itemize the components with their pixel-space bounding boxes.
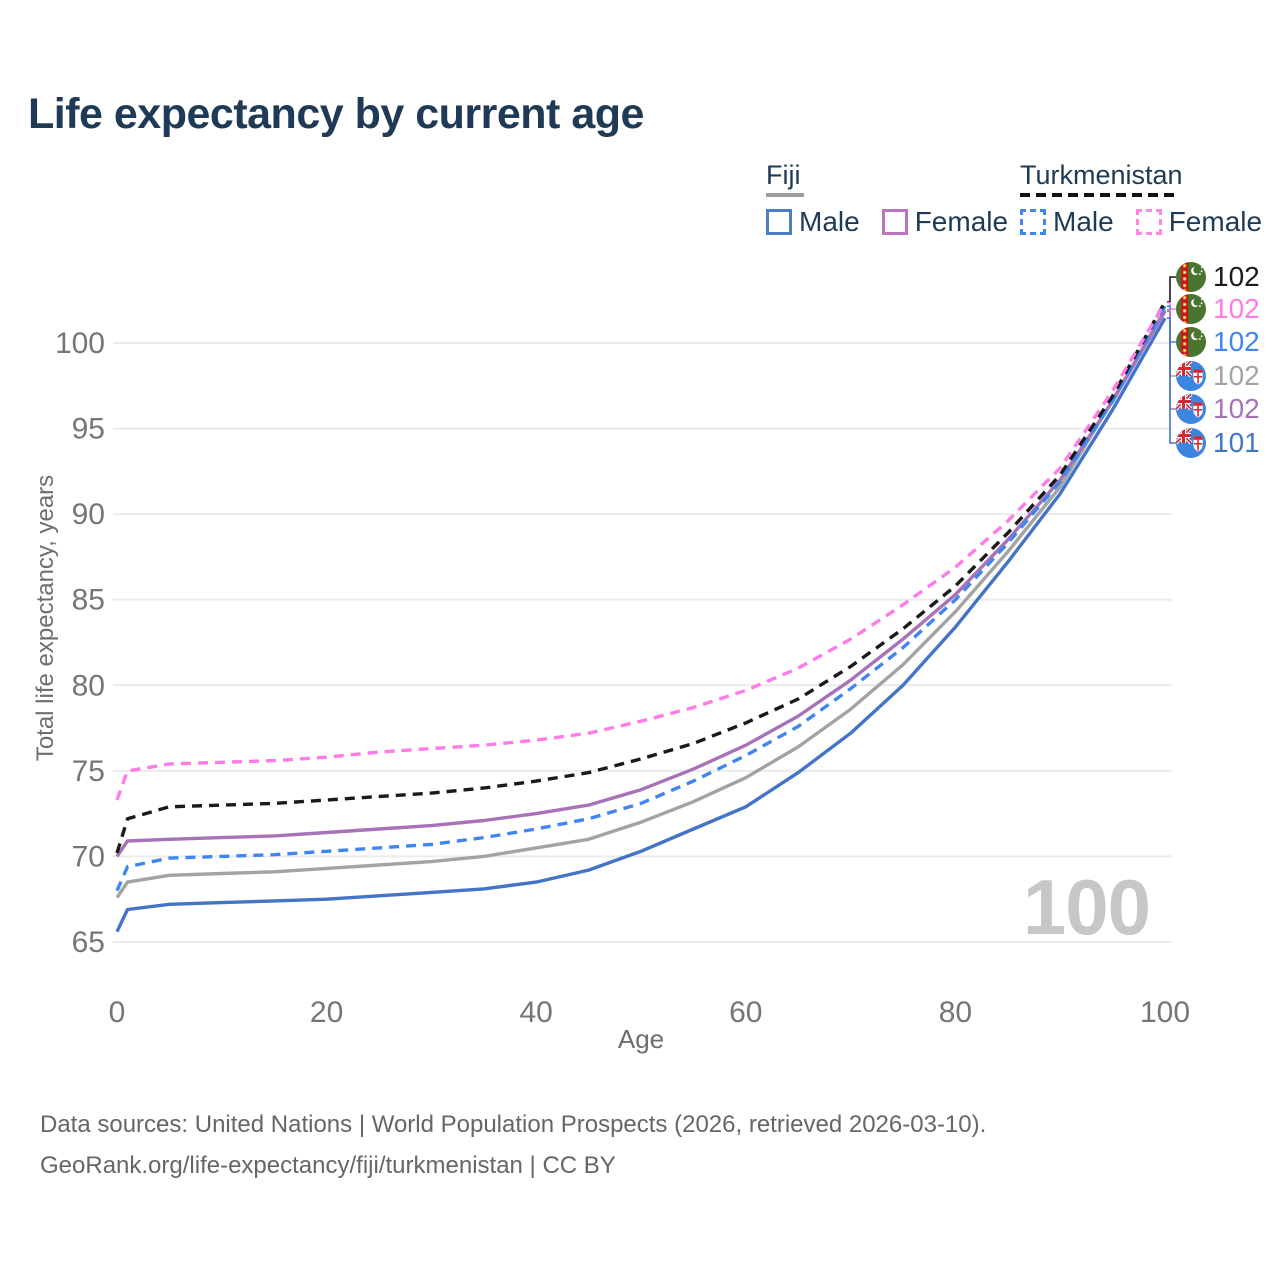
footer-data-sources: Data sources: United Nations | World Pop…: [40, 1111, 987, 1138]
legend-label-turkmenistan-female: Female: [1168, 206, 1263, 237]
end-label-connector-fiji-female: [1167, 310, 1176, 410]
x-tick-label-40: 40: [520, 996, 553, 1029]
x-axis-title: Age: [617, 1024, 665, 1054]
turkmenistan-flag-icon: [1176, 262, 1206, 292]
end-label-value-turkmenistan-total: 102: [1213, 261, 1260, 292]
x-tick-label-0: 0: [109, 996, 126, 1029]
end-label-fiji-male: 101: [1176, 428, 1260, 458]
y-tick-label-95: 95: [72, 413, 105, 446]
legend-swatch-turkmenistan-female: [1135, 209, 1162, 235]
legend-item-turkmenistan-male[interactable]: Male: [1020, 206, 1114, 238]
legend-label-fiji-male: Male: [799, 206, 860, 237]
y-tick-label-65: 65: [72, 926, 105, 959]
fiji-flag-icon: [1176, 428, 1206, 458]
legend-turkmenistan-items: Male Female: [1020, 206, 1262, 238]
legend-fiji-items: Male Female: [766, 206, 1008, 238]
end-label-turkmenistan-total: 102: [1176, 262, 1260, 292]
end-label-connector-fiji-male: [1167, 317, 1176, 444]
legend-label-fiji-female: Female: [914, 206, 1009, 237]
legend-group-turkmenistan: Turkmenistan Male Female: [1020, 161, 1262, 238]
end-label-value-turkmenistan-male: 102: [1213, 326, 1260, 357]
end-label-turkmenistan-female: 102: [1176, 294, 1260, 324]
page-title: Life expectancy by current age: [28, 90, 644, 138]
legend-swatch-fiji-male: [766, 209, 792, 235]
x-tick-label-100: 100: [1140, 996, 1190, 1029]
legend-item-fiji-male[interactable]: Male: [766, 206, 860, 238]
y-axis-title: Total life expectancy, years: [32, 474, 59, 762]
end-label-fiji-total: 102: [1176, 361, 1260, 391]
x-tick-label-80: 80: [939, 996, 972, 1029]
y-tick-label-85: 85: [72, 584, 105, 617]
end-label-turkmenistan-male: 102: [1176, 327, 1260, 357]
legend-group-fiji: Fiji Male Female: [766, 161, 1008, 238]
legend-fiji-line-sample: [766, 193, 804, 197]
turkmenistan-flag-icon: [1176, 327, 1206, 357]
end-label-value-fiji-female: 102: [1213, 393, 1260, 424]
series-line-turkmenistan-female[interactable]: [115, 301, 1167, 801]
legend-group-fiji-title: Fiji: [766, 160, 801, 190]
end-label-connector-turkmenistan-total: [1167, 276, 1176, 303]
fiji-flag-icon: [1176, 394, 1206, 424]
footer: Data sources: United Nations | World Pop…: [40, 1104, 986, 1186]
end-label-value-turkmenistan-female: 102: [1213, 293, 1260, 324]
y-tick-label-80: 80: [72, 669, 105, 702]
y-tick-label-70: 70: [72, 840, 105, 873]
end-label-fiji-female: 102: [1176, 394, 1260, 424]
age-indicator-watermark: 100: [1022, 863, 1151, 951]
legend-label-turkmenistan-male: Male: [1053, 206, 1114, 237]
end-label-value-fiji-male: 101: [1213, 427, 1260, 458]
x-tick-label-20: 20: [310, 996, 343, 1029]
series-line-turkmenistan-male[interactable]: [115, 305, 1167, 892]
y-tick-label-75: 75: [72, 755, 105, 788]
footer-attribution: GeoRank.org/life-expectancy/fiji/turkmen…: [40, 1152, 616, 1179]
y-tick-label-90: 90: [72, 498, 105, 531]
series-line-turkmenistan-total[interactable]: [115, 301, 1167, 854]
series-line-fiji-female[interactable]: [115, 310, 1167, 858]
legend-swatch-turkmenistan-male: [1020, 209, 1046, 235]
legend-item-fiji-female[interactable]: Female: [881, 206, 1009, 238]
x-tick-label-60: 60: [729, 996, 762, 1029]
legend-group-turkmenistan-title: Turkmenistan: [1020, 160, 1183, 190]
legend-turkmenistan-line-sample: [1020, 193, 1178, 197]
end-label-value-fiji-total: 102: [1213, 360, 1260, 391]
series-line-fiji-male[interactable]: [115, 317, 1167, 933]
turkmenistan-flag-icon: [1176, 294, 1206, 324]
y-tick-label-100: 100: [55, 327, 105, 360]
legend-item-turkmenistan-female[interactable]: Female: [1135, 206, 1263, 238]
legend-swatch-fiji-female: [881, 209, 908, 235]
series-line-fiji-total[interactable]: [115, 308, 1167, 899]
fiji-flag-icon: [1176, 361, 1206, 391]
